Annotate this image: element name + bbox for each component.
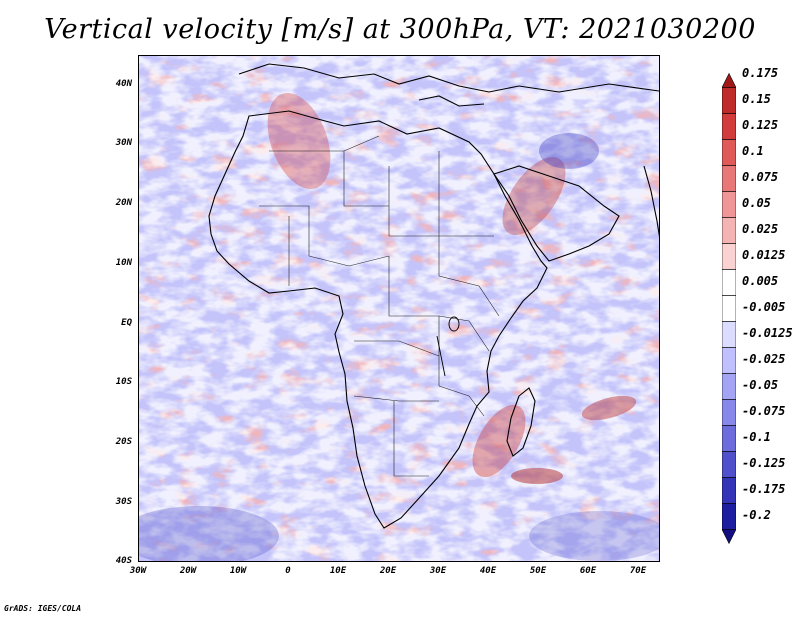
colorbar-swatch <box>722 321 736 348</box>
colorbar-level-label: 0.05 <box>742 196 771 210</box>
colorbar-swatch <box>722 399 736 426</box>
lon-label-0: 0 <box>285 566 291 576</box>
colorbar-swatch <box>722 191 736 218</box>
colorbar-swatch <box>722 113 736 140</box>
footer-credit: GrADS: IGES/COLA <box>4 604 82 613</box>
colorbar-swatch <box>722 425 736 452</box>
colorbar-top-arrow <box>722 72 736 88</box>
colorbar-level-label: 0.15 <box>742 92 771 106</box>
lon-label-20e: 20E <box>379 566 397 576</box>
colorbar-level-label: -0.05 <box>742 378 779 392</box>
colorbar-level-label: -0.2 <box>742 508 771 522</box>
lon-label-50e: 50E <box>529 566 547 576</box>
colorbar-level-label: 0.1 <box>742 144 764 158</box>
colorbar-swatch <box>722 347 736 374</box>
lon-label-60e: 60E <box>579 566 597 576</box>
lon-label-10e: 10E <box>329 566 347 576</box>
lon-label-10w: 10W <box>229 566 247 576</box>
colorbar-level-label: 0.125 <box>742 118 779 132</box>
colorbar-level-label: -0.125 <box>742 456 786 470</box>
colorbar-level-label: -0.025 <box>742 352 786 366</box>
lon-label-30e: 30E <box>429 566 447 576</box>
lat-label-10s: 10S <box>115 377 132 387</box>
colorbar-level-label: -0.075 <box>742 404 786 418</box>
colorbar-swatch <box>722 217 736 244</box>
colorbar-swatch <box>722 503 736 530</box>
lat-label-eq: EQ <box>121 318 132 328</box>
colorbar-swatch <box>722 269 736 296</box>
lon-label-40e: 40E <box>479 566 497 576</box>
colorbar-swatch <box>722 87 736 114</box>
lon-label-20w: 20W <box>179 566 197 576</box>
lat-label-30s: 30S <box>115 497 132 507</box>
colorbar-level-label: 0.075 <box>742 170 779 184</box>
colorbar-level-label: -0.1 <box>742 430 771 444</box>
lon-label-70e: 70E <box>629 566 647 576</box>
colorbar-swatch <box>722 139 736 166</box>
colorbar-swatch <box>722 373 736 400</box>
colorbar-level-label: -0.175 <box>742 482 786 496</box>
velocity-map <box>138 55 660 562</box>
lat-label-30n: 30N <box>115 138 132 148</box>
colorbar-level-label: -0.005 <box>742 300 786 314</box>
colorbar-level-label: -0.0125 <box>742 326 793 340</box>
lat-label-20s: 20S <box>115 437 132 447</box>
colorbar <box>722 72 736 545</box>
lat-label-20n: 20N <box>115 198 132 208</box>
colorbar-level-label: 0.175 <box>742 66 779 80</box>
map-field <box>139 56 659 561</box>
chart-title: Vertical velocity [m/s] at 300hPa, VT: 2… <box>44 14 756 45</box>
colorbar-level-label: 0.0125 <box>742 248 786 262</box>
lat-label-40s: 40S <box>115 556 132 566</box>
colorbar-level-label: 0.025 <box>742 222 779 236</box>
lat-label-40n: 40N <box>115 79 132 89</box>
colorbar-swatch <box>722 295 736 322</box>
colorbar-bottom-arrow <box>722 529 736 545</box>
colorbar-swatch <box>722 477 736 504</box>
lon-label-30w: 30W <box>129 566 147 576</box>
colorbar-swatch <box>722 165 736 192</box>
colorbar-level-label: 0.005 <box>742 274 779 288</box>
colorbar-swatch <box>722 451 736 478</box>
lat-label-10n: 10N <box>115 258 132 268</box>
colorbar-swatch <box>722 243 736 270</box>
